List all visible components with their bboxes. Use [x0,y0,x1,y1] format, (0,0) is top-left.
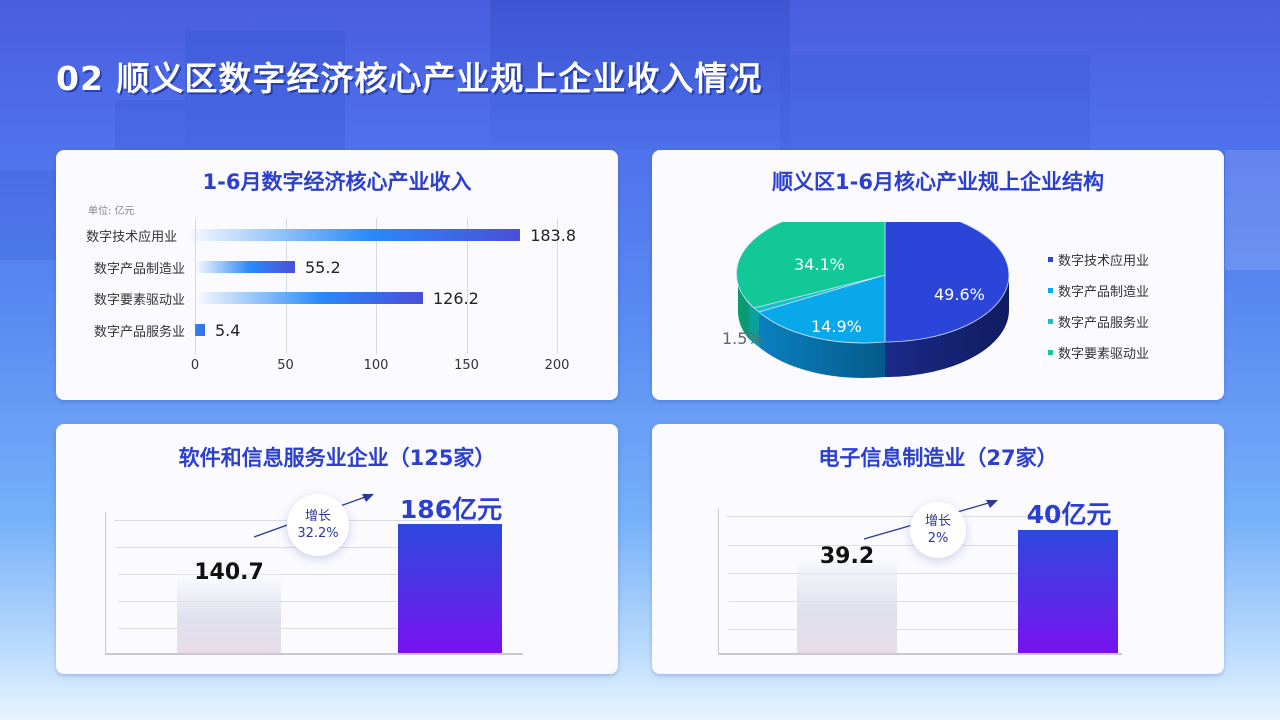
income-bar-chart-card: 1-6月数字经济核心产业收入 单位: 亿元 数字技术应用业 183.8 数字产品… [56,150,618,400]
gridline [118,601,483,602]
gridline [729,629,1085,630]
bar [195,292,423,304]
background-building [780,55,1090,150]
bar-previous [177,574,281,653]
bar [195,261,295,273]
value-label: 126.2 [433,288,479,308]
gridline [729,573,1085,574]
structure-pie-chart-card: 顺义区1-6月核心产业规上企业结构 49.6% 14.9% 1.5 [652,150,1224,400]
unit-label: 单位: 亿元 [88,206,135,217]
gridline [728,545,1084,546]
gridline [195,218,196,354]
gridline [729,601,1085,602]
bar-row: 数字产品服务业 5.4 [56,315,576,345]
legend-item: 数字技术应用业 [1048,244,1149,275]
chart-title: 软件和信息服务业企业（125家） [178,446,496,470]
growth-label: 增长 [304,509,331,524]
gridline [118,628,483,629]
value-label: 55.2 [305,257,341,277]
background-building [490,0,790,150]
category-label: 数字要素驱动业 [93,292,185,308]
legend-item: 数字产品制造业 [1048,275,1149,306]
legend-label: 数字技术应用业 [1058,254,1150,269]
gridline [557,218,558,354]
background-building [115,100,185,150]
growth-label: 增长 [924,514,951,529]
pie-label-service: 1.5% [722,329,763,348]
y-axis [718,508,719,654]
electronics-manufacturing-card: 电子信息制造业（27家） 39.2 40亿元 增长 2% [652,424,1224,674]
x-tick: 50 [277,358,294,373]
background-building [0,170,56,260]
legend-swatch [1048,350,1053,355]
bar-row: 数字产品制造业 55.2 [56,252,576,282]
bar [187,229,521,241]
growth-badge: 增长 32.2% [287,494,349,556]
value-label: 5.4 [215,320,241,340]
bar-row: 数字要素驱动业 126.2 [56,283,576,313]
comparison-chart: 39.2 40亿元 增长 2% [652,424,1224,674]
gridline [285,218,287,354]
growth-value: 2% [927,531,949,546]
growth-value: 32.2% [297,526,339,541]
pie-label-tech: 49.6% [934,285,985,304]
y-axis [105,512,106,654]
comparison-chart: 140.7 186亿元 增长 32.2% [56,424,618,674]
x-tick: 200 [544,358,570,373]
x-tick: 0 [190,358,200,373]
legend-item: 数字产品服务业 [1048,306,1149,337]
chart-title: 顺义区1-6月核心产业规上企业结构 [772,170,1104,194]
pie-legend: 数字技术应用业 数字产品制造业 数字产品服务业 数字要素驱动业 [1048,244,1149,368]
category-label: 数字技术应用业 [86,229,178,245]
pie-label-factor: 34.1% [794,255,845,274]
legend-label: 数字产品制造业 [1058,285,1150,300]
bar-current [398,524,502,653]
legend-label: 数字产品服务业 [1058,316,1150,331]
category-label: 数字产品制造业 [93,261,185,277]
value-current: 186亿元 [399,495,503,524]
x-axis [718,653,1122,655]
value-current: 40亿元 [1026,500,1112,529]
pie-chart: 49.6% 14.9% 1.5% 34.1% [712,206,1012,392]
software-services-card: 软件和信息服务业企业（125家） 140.7 186亿元 增长 32.2% [56,424,618,674]
value-previous: 39.2 [819,544,875,569]
bar-plot-area: 数字技术应用业 183.8 数字产品制造业 55.2 数字要素驱动业 126.2… [86,218,576,354]
page-title: 02 顺义区数字经济核心产业规上企业收入情况 [56,59,763,98]
legend-label: 数字要素驱动业 [1058,347,1150,362]
chart-title: 1-6月数字经济核心产业收入 [202,170,472,194]
background-building [185,30,345,150]
pie-label-manufacturing: 14.9% [811,317,862,336]
chart-title: 电子信息制造业（27家） [818,446,1058,470]
gridline [118,574,483,575]
category-label: 数字产品服务业 [93,324,185,340]
pie-slice-manufacturing [758,274,886,344]
growth-badge: 增长 2% [910,502,966,558]
pie-graphic [736,206,1010,379]
background-building [1225,150,1280,270]
bar-row: 数字技术应用业 183.8 [56,220,576,250]
x-axis [105,653,523,655]
gridline [376,218,377,354]
bar-previous [797,554,897,654]
value-label: 183.8 [530,225,576,245]
bar-current [1018,530,1118,654]
gridline [466,218,468,354]
x-axis: 0 50 100 150 200 [191,358,570,374]
x-tick: 150 [454,358,479,373]
legend-swatch [1048,257,1053,262]
value-previous: 140.7 [194,560,264,585]
gridline [726,516,1082,517]
x-tick: 100 [363,358,389,373]
legend-item: 数字要素驱动业 [1048,337,1149,368]
legend-swatch [1048,319,1053,324]
legend-swatch [1048,288,1053,293]
bar [195,324,205,336]
